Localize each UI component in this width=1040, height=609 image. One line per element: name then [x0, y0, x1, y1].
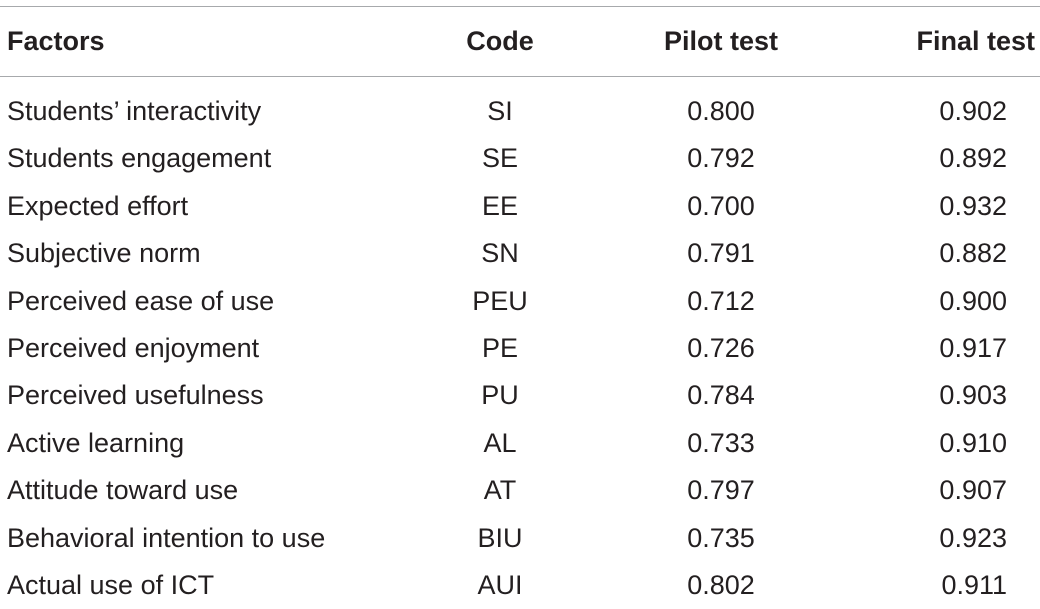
table-row: Subjective norm SN 0.791 0.882 — [0, 230, 1040, 277]
code-cell: SN — [481, 238, 519, 268]
factor-cell: Subjective norm — [7, 238, 201, 268]
pilot-test-cell: 0.712 — [687, 286, 755, 316]
final-test-cell: 0.882 — [939, 238, 1007, 268]
table-row: Expected effort EE 0.700 0.932 — [0, 183, 1040, 230]
factor-cell: Attitude toward use — [7, 475, 239, 505]
table-row: Perceived usefulness PU 0.784 0.903 — [0, 372, 1040, 419]
code-cell: AUI — [477, 570, 523, 600]
final-test-cell: 0.910 — [939, 428, 1007, 458]
final-test-cell: 0.892 — [939, 143, 1007, 173]
table-row: Perceived enjoyment PE 0.726 0.917 — [0, 325, 1040, 372]
factor-cell: Actual use of ICT — [7, 570, 215, 600]
final-test-cell: 0.911 — [941, 570, 1007, 600]
table-header-row: Factors Code Pilot test Final test — [0, 17, 1040, 65]
factor-cell: Active learning — [7, 428, 185, 458]
code-cell: SI — [487, 96, 513, 126]
pilot-test-cell: 0.797 — [687, 475, 755, 505]
code-cell: PE — [481, 333, 519, 363]
table-row: Students engagement SE 0.792 0.892 — [0, 135, 1040, 182]
pilot-test-cell: 0.784 — [687, 380, 755, 410]
code-cell: PU — [481, 380, 519, 410]
final-test-cell: 0.900 — [939, 286, 1007, 316]
code-cell: AT — [483, 475, 517, 505]
pilot-test-cell: 0.800 — [687, 96, 755, 126]
header-final-test: Final test — [916, 26, 1035, 56]
table-row: Attitude toward use AT 0.797 0.907 — [0, 467, 1040, 514]
pilot-test-cell: 0.792 — [687, 143, 755, 173]
code-cell: BIU — [477, 523, 523, 553]
table-row: Perceived ease of use PEU 0.712 0.900 — [0, 278, 1040, 325]
factor-cell: Perceived usefulness — [7, 380, 264, 410]
table-row: Students’ interactivity SI 0.800 0.902 — [0, 88, 1040, 135]
table-row: Actual use of ICT AUI 0.802 0.911 — [0, 562, 1040, 609]
pilot-test-cell: 0.735 — [687, 523, 755, 553]
final-test-cell: 0.902 — [939, 96, 1007, 126]
factor-cell: Perceived enjoyment — [7, 333, 260, 363]
table-top-rule — [0, 6, 1040, 7]
header-pilot-test: Pilot test — [663, 26, 778, 56]
final-test-cell: 0.907 — [939, 475, 1007, 505]
factor-cell: Students engagement — [7, 143, 272, 173]
pilot-test-cell: 0.802 — [687, 570, 755, 600]
pilot-test-cell: 0.700 — [687, 191, 755, 221]
factor-cell: Students’ interactivity — [7, 96, 262, 126]
table-row: Behavioral intention to use BIU 0.735 0.… — [0, 515, 1040, 562]
pilot-test-cell: 0.726 — [687, 333, 755, 363]
table-header-rule — [0, 76, 1040, 77]
header-code: Code — [466, 26, 534, 56]
final-test-cell: 0.903 — [939, 380, 1007, 410]
factor-cell: Behavioral intention to use — [7, 523, 326, 553]
code-cell: SE — [481, 143, 519, 173]
final-test-cell: 0.923 — [939, 523, 1007, 553]
pilot-test-cell: 0.733 — [687, 428, 755, 458]
code-cell: EE — [481, 191, 519, 221]
table-row: Active learning AL 0.733 0.910 — [0, 420, 1040, 467]
factor-cell: Expected effort — [7, 191, 189, 221]
factor-cell: Perceived ease of use — [7, 286, 275, 316]
final-test-cell: 0.932 — [939, 191, 1007, 221]
code-cell: PEU — [472, 286, 528, 316]
code-cell: AL — [483, 428, 517, 458]
pilot-test-cell: 0.791 — [687, 238, 755, 268]
final-test-cell: 0.917 — [939, 333, 1007, 363]
header-factors: Factors — [7, 26, 105, 56]
